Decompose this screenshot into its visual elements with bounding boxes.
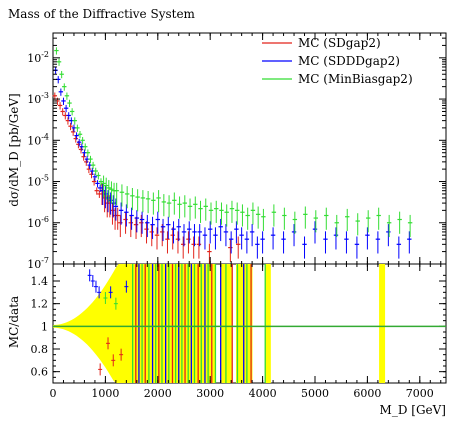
ratio-band-column [183, 264, 190, 383]
main-y-tick-label: 10-5 [27, 174, 49, 189]
ratio-band-column [194, 264, 201, 383]
ratio-band-envelope [53, 264, 137, 383]
ratio-band-column [157, 264, 164, 383]
ratio-band-column [220, 264, 227, 383]
x-tick-label: 1000 [91, 387, 119, 400]
ratio-band-column [246, 264, 253, 383]
ratio-band-column [264, 264, 271, 383]
main-y-tick-label: 10-3 [27, 91, 49, 106]
ratio-y-ticks: 0.6 0.8 1 1.2 1.4 [31, 274, 446, 379]
ratio-band-column [209, 264, 216, 383]
x-ticks: 0 1000 2000 3000 4000 5000 6000 7000 [50, 33, 442, 400]
ratio-band-column [146, 264, 153, 383]
x-tick-label: 3000 [196, 387, 224, 400]
ratio-data-band [53, 264, 386, 383]
ratio-y-tick-label: 1.2 [31, 298, 49, 311]
ratio-band-column [167, 264, 174, 383]
ratio-band-column [236, 264, 243, 383]
ratio-y-tick-label: 0.6 [31, 366, 49, 379]
main-series-points [52, 47, 413, 264]
legend-entry-label: MC (MinBiasgap2) [298, 72, 413, 86]
x-axis-title: M_D [GeV] [380, 403, 446, 417]
x-tick-label: 0 [50, 387, 57, 400]
x-tick-label: 2000 [144, 387, 172, 400]
main-y-tick-label: 10-2 [27, 50, 49, 65]
ratio-band-column [225, 264, 232, 383]
ratio-y-tick-label: 0.8 [31, 343, 49, 356]
ratio-band-column [199, 264, 206, 383]
ratio-y-tick-label: 1 [41, 320, 48, 333]
ratio-y-tick-label: 1.4 [31, 275, 49, 288]
legend-entry-label: MC (SDgap2) [298, 36, 381, 50]
chart-title: Mass of the Diffractive System [8, 7, 196, 21]
x-tick-label: 4000 [249, 387, 277, 400]
legend-entry-label: MC (SDDDgap2) [298, 54, 400, 68]
ratio-y-axis-title: MC/data [7, 296, 21, 348]
main-y-tick-label: 10-4 [27, 132, 49, 147]
main-y-tick-label: 10-6 [27, 215, 49, 230]
x-tick-label: 5000 [301, 387, 329, 400]
ratio-band-column [379, 264, 386, 383]
x-tick-label: 7000 [406, 387, 434, 400]
legend: MC (SDgap2) MC (SDDDgap2) MC (MinBiasgap2) [262, 36, 413, 86]
main-y-tick-label: 10-7 [27, 256, 49, 271]
main-y-axis-title: dσ/dM_D [pb/GeV] [7, 93, 21, 206]
x-tick-label: 6000 [353, 387, 381, 400]
main-y-ticks: 10-7 10-6 10-5 10-4 10-3 10-2 [27, 32, 446, 271]
ratio-bars [87, 264, 266, 383]
